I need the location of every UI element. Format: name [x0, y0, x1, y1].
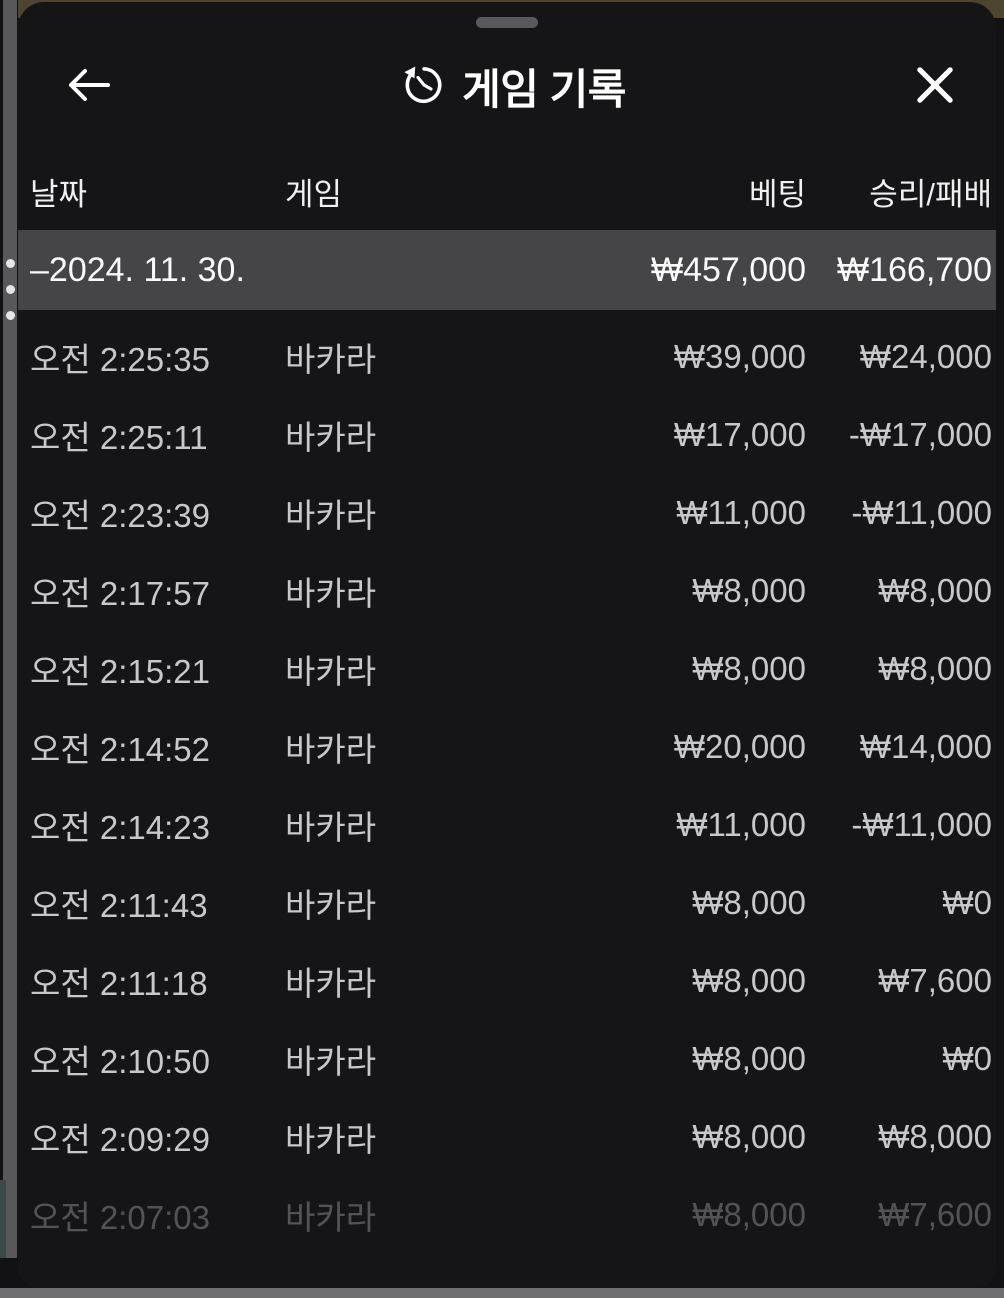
row-time: 오전 2:11:18 — [30, 965, 208, 1002]
row-time: 오전 2:07:03 — [30, 1199, 210, 1236]
summary-winloss: ₩166,700 — [837, 250, 992, 289]
column-header-date: 날짜 — [30, 176, 88, 212]
row-bet: ₩8,000 — [692, 1118, 806, 1155]
modal-title-group: 게임 기록 — [112, 56, 914, 117]
row-time: 오전 2:10:50 — [30, 1043, 210, 1080]
background-accent — [0, 1180, 6, 1258]
row-time: 오전 2:14:23 — [30, 809, 210, 846]
row-game: 바카라 — [285, 575, 377, 612]
row-winloss: ₩0 — [942, 884, 993, 921]
history-rows: 오전 2:25:35 바카라 ₩39,000 ₩24,000 오전 2:25:11 바카라… — [18, 310, 996, 1254]
row-game: 바카라 — [285, 653, 377, 690]
row-game: 바카라 — [285, 341, 377, 378]
table-row: 오전 2:23:39 바카라 ₩11,000 -₩11,000 — [18, 474, 996, 552]
row-winloss: ₩8,000 — [878, 1118, 992, 1155]
row-winloss: ₩0 — [942, 1040, 993, 1077]
page-title: 게임 기록 — [462, 65, 626, 113]
row-time: 오전 2:09:29 — [30, 1121, 210, 1158]
row-bet: ₩8,000 — [692, 962, 806, 999]
table-row: 오전 2:11:18 바카라 ₩8,000 ₩7,600 — [18, 942, 996, 1020]
row-bet: ₩39,000 — [673, 338, 806, 375]
table-row: 오전 2:25:35 바카라 ₩39,000 ₩24,000 — [18, 318, 996, 396]
table-row: 오전 2:17:57 바카라 ₩8,000 ₩8,000 — [18, 552, 996, 630]
table-row: 오전 2:10:50 바카라 ₩8,000 ₩0 — [18, 1020, 996, 1098]
table-row: 오전 2:15:21 바카라 ₩8,000 ₩8,000 — [18, 630, 996, 708]
table-header-row: 날짜 게임 베팅 승리/패배 — [18, 152, 996, 230]
row-time: 오전 2:25:35 — [30, 341, 210, 378]
row-time: 오전 2:11:43 — [30, 887, 208, 924]
row-bet: ₩11,000 — [676, 806, 806, 843]
row-time: 오전 2:14:52 — [30, 731, 210, 768]
date-summary-row[interactable]: –2024. 11. 30. ₩457,000 ₩166,700 — [18, 230, 996, 310]
table-row: 오전 2:09:29 바카라 ₩8,000 ₩8,000 — [18, 1098, 996, 1176]
row-game: 바카라 — [285, 887, 377, 924]
row-winloss: -₩17,000 — [848, 416, 992, 453]
row-game: 바카라 — [285, 731, 377, 768]
row-game: 바카라 — [285, 497, 377, 534]
row-winloss: ₩7,600 — [878, 1196, 992, 1233]
column-header-game: 게임 — [285, 176, 343, 212]
table-row: 오전 2:07:03 바카라 ₩8,000 ₩7,600 — [18, 1176, 996, 1254]
row-winloss: ₩24,000 — [859, 338, 992, 375]
background-bottom-bar — [0, 1288, 1004, 1298]
row-bet: ₩8,000 — [692, 1196, 806, 1233]
left-arrow-icon — [64, 66, 112, 107]
row-bet: ₩17,000 — [673, 416, 806, 453]
row-bet: ₩8,000 — [692, 884, 806, 921]
column-header-winloss: 승리/패배 — [869, 176, 992, 212]
table-row: 오전 2:14:52 바카라 ₩20,000 ₩14,000 — [18, 708, 996, 786]
row-winloss: ₩8,000 — [878, 650, 992, 687]
row-winloss: ₩14,000 — [859, 728, 992, 765]
row-bet: ₩20,000 — [673, 728, 806, 765]
row-bet: ₩8,000 — [692, 1040, 806, 1077]
back-button[interactable] — [64, 66, 112, 107]
row-game: 바카라 — [285, 809, 377, 846]
column-header-bet: 베팅 — [748, 176, 806, 212]
history-icon — [400, 61, 446, 112]
row-game: 바카라 — [285, 419, 377, 456]
row-time: 오전 2:17:57 — [30, 575, 210, 612]
row-bet: ₩8,000 — [692, 650, 806, 687]
close-icon — [914, 64, 956, 109]
row-time: 오전 2:15:21 — [30, 653, 210, 690]
drag-handle[interactable] — [476, 17, 538, 28]
row-bet: ₩11,000 — [676, 494, 806, 531]
row-winloss: ₩7,600 — [878, 962, 992, 999]
row-bet: ₩8,000 — [692, 572, 806, 609]
side-rail — [3, 0, 17, 1258]
table-row: 오전 2:14:23 바카라 ₩11,000 -₩11,000 — [18, 786, 996, 864]
row-game: 바카라 — [285, 1121, 377, 1158]
row-game: 바카라 — [285, 1043, 377, 1080]
row-game: 바카라 — [285, 1199, 377, 1236]
summary-bet: ₩457,000 — [651, 250, 806, 289]
game-history-modal: 게임 기록 날짜 게임 베팅 승리/패배 –2024. 11. 30. ₩457… — [18, 2, 996, 1288]
table-row: 오전 2:25:11 바카라 ₩17,000 -₩17,000 — [18, 396, 996, 474]
row-winloss: ₩8,000 — [878, 572, 992, 609]
row-time: 오전 2:25:11 — [30, 419, 208, 456]
table-row: 오전 2:11:43 바카라 ₩8,000 ₩0 — [18, 864, 996, 942]
close-button[interactable] — [914, 64, 956, 109]
row-time: 오전 2:23:39 — [30, 497, 210, 534]
row-winloss: -₩11,000 — [851, 494, 992, 531]
vertical-ellipsis-handle[interactable] — [6, 259, 15, 320]
modal-header: 게임 기록 — [18, 46, 996, 126]
summary-date: –2024. 11. 30. — [30, 250, 245, 289]
row-game: 바카라 — [285, 965, 377, 1002]
row-winloss: -₩11,000 — [851, 806, 992, 843]
